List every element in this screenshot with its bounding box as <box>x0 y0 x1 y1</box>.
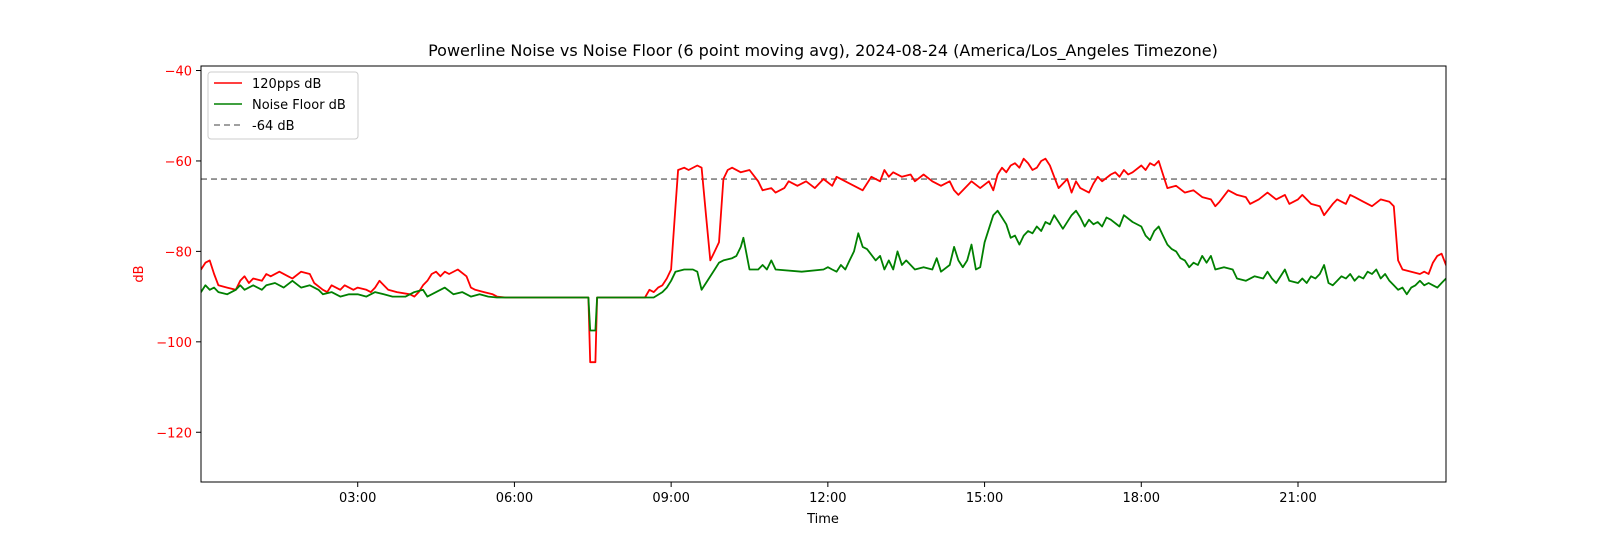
y-tick-label: −40 <box>165 65 192 80</box>
x-axis-label: Time <box>806 512 839 527</box>
x-tick-label: 21:00 <box>1279 491 1316 506</box>
y-tick-label: −80 <box>165 245 192 260</box>
x-axis: 03:00 06:00 09:00 12:00 15:00 18:00 21:00 <box>339 482 1317 506</box>
x-tick-label: 18:00 <box>1123 491 1160 506</box>
y-tick-label: −60 <box>165 155 192 170</box>
plot-frame <box>200 65 1447 483</box>
y-axis: −40 −60 −80 −100 −120 <box>156 65 201 441</box>
x-tick-label: 15:00 <box>966 491 1003 506</box>
legend-label-noise-floor: Noise Floor dB <box>252 98 346 113</box>
legend-label-reference: -64 dB <box>252 119 295 134</box>
series-line-1 <box>201 157 1446 364</box>
x-tick-label: 06:00 <box>496 491 533 506</box>
y-tick-label: −120 <box>156 426 192 441</box>
y-axis-label: dB <box>132 265 147 282</box>
chart-title: Powerline Noise vs Noise Floor (6 point … <box>428 41 1218 61</box>
legend: 120pps dB Noise Floor dB -64 dB <box>207 71 359 140</box>
legend-box <box>207 71 359 140</box>
y-tick-label: −100 <box>156 336 192 351</box>
x-tick-label: 03:00 <box>339 491 376 506</box>
legend-label-120pps: 120pps dB <box>252 77 321 92</box>
x-tick-label: 12:00 <box>809 491 846 506</box>
x-tick-label: 09:00 <box>652 491 689 506</box>
plot-layer <box>201 157 1446 364</box>
plot-area <box>201 157 1446 364</box>
series-line-2 <box>201 209 1446 332</box>
